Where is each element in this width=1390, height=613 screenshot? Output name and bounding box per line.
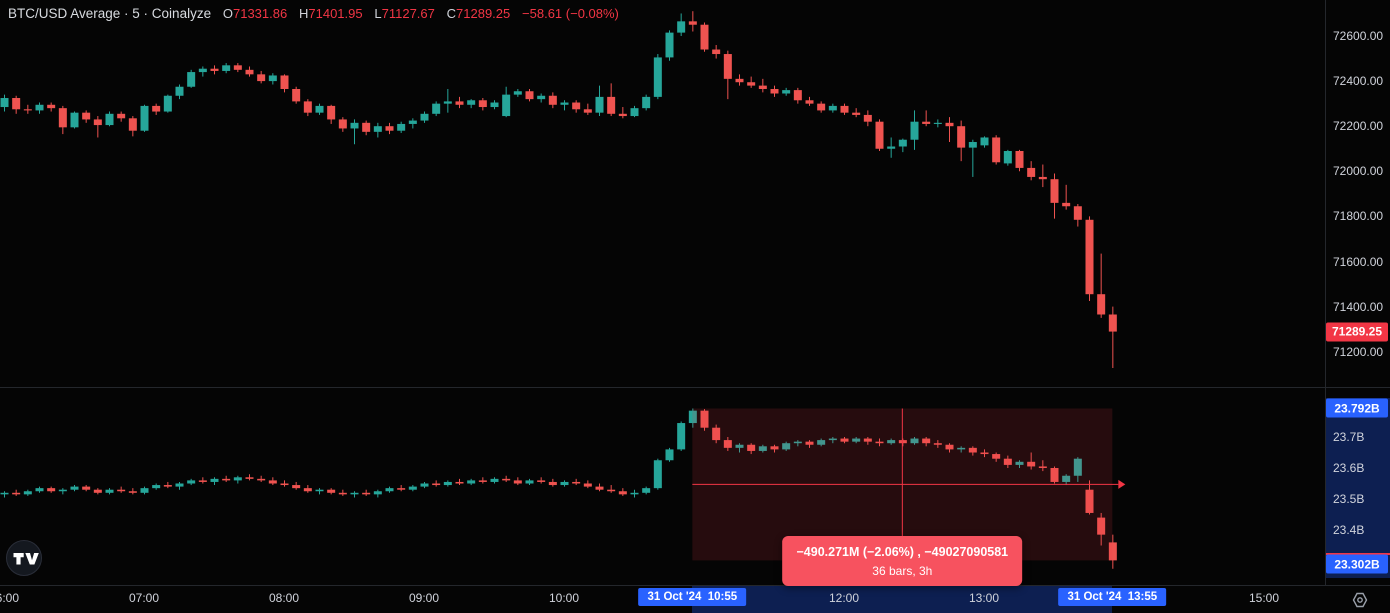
- time-tick-label: 06:00: [0, 591, 20, 605]
- price-tick-label: 72400.00: [1333, 74, 1384, 89]
- time-axis-measure-highlight: [692, 586, 1113, 613]
- time-tick-label: 08:00: [268, 591, 300, 605]
- high-value: 71401.95: [308, 6, 363, 21]
- price-tick-label: 23.7B: [1333, 430, 1365, 444]
- price-tick-label: 72600.00: [1333, 29, 1384, 43]
- time-tick-label: 15:00: [1248, 591, 1280, 605]
- close-label: C: [446, 6, 457, 21]
- symbol-title[interactable]: BTC/USD Average · 5 · Coinalyze: [8, 6, 212, 21]
- last-value-line: [1326, 553, 1390, 555]
- price-tick-label: 23.6B: [1333, 461, 1365, 475]
- low-label: L: [374, 6, 382, 21]
- change-value: −58.61 (−0.08%): [522, 6, 619, 21]
- tradingview-logo[interactable]: [5, 539, 43, 577]
- measure-tooltip-bars: 36 bars, 3h: [872, 564, 933, 578]
- price-tick-label: 23.5B: [1333, 492, 1365, 506]
- price-axis-measure-highlight: [1326, 398, 1390, 578]
- tradingview-logo-icon: [6, 540, 42, 576]
- measure-start-time-badge: 31 Oct '24 10:55: [638, 588, 747, 606]
- price-tick-label: 72000.00: [1333, 164, 1384, 179]
- price-tick-label: 71200.00: [1333, 344, 1384, 359]
- gear-icon: [1352, 592, 1368, 608]
- time-tick-label: 13:00: [968, 591, 1000, 605]
- pane-divider[interactable]: [0, 387, 1390, 388]
- price-tick-label: 72200.00: [1333, 119, 1384, 134]
- measure-tooltip-delta: −490.271M (−2.06%) , −49027090581: [796, 545, 1009, 559]
- measure-high-badge: 23.792B: [1326, 398, 1388, 418]
- time-axis-settings-button[interactable]: [1349, 590, 1371, 610]
- last-price-badge: 71289.25: [1326, 322, 1388, 342]
- low-value: 71127.67: [381, 6, 435, 21]
- price-tick-label: 71800.00: [1333, 209, 1384, 224]
- high-label: H: [298, 6, 309, 21]
- price-axis-separator: [1325, 0, 1326, 585]
- price-tick-label: 23.4B: [1333, 523, 1365, 537]
- measure-tooltip: −490.271M (−2.06%) , −49027090581 36 bar…: [782, 536, 1023, 586]
- time-tick-label: 09:00: [408, 591, 440, 605]
- time-tick-label: 12:00: [828, 591, 860, 605]
- open-value: 71331.86: [232, 6, 288, 21]
- price-tick-label: 71600.00: [1333, 254, 1384, 269]
- close-value: 71289.25: [456, 6, 511, 21]
- time-tick-label: 10:00: [548, 591, 580, 605]
- open-label: O: [222, 6, 233, 21]
- measure-low-badge: 23.302B: [1326, 554, 1388, 574]
- time-tick-label: 07:00: [128, 591, 160, 605]
- measure-end-time-badge: 31 Oct '24 13:55: [1058, 588, 1167, 606]
- time-axis-separator: [0, 585, 1390, 586]
- price-tick-label: 71400.00: [1333, 299, 1384, 314]
- symbol-info-bar: BTC/USD Average · 5 · Coinalyze O71331.8…: [8, 6, 619, 21]
